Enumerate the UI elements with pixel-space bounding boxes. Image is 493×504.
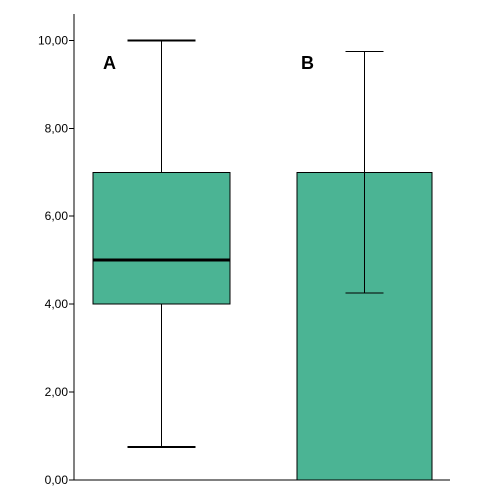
y-tick-label: 8,00 — [45, 121, 69, 135]
y-tick-label: 6,00 — [45, 209, 69, 223]
y-tick-label: 0,00 — [45, 473, 69, 487]
y-tick-label: 10,00 — [38, 33, 68, 47]
group-b: B — [296, 50, 433, 481]
group-label: B — [301, 53, 314, 73]
y-axis: 0,00 2,00 4,00 6,00 8,00 10,00 — [38, 14, 75, 487]
y-tick-label: 2,00 — [45, 385, 69, 399]
group-label: A — [103, 53, 116, 73]
box — [92, 171, 231, 305]
group-a: A — [92, 39, 231, 449]
y-tick-label: 4,00 — [45, 297, 69, 311]
